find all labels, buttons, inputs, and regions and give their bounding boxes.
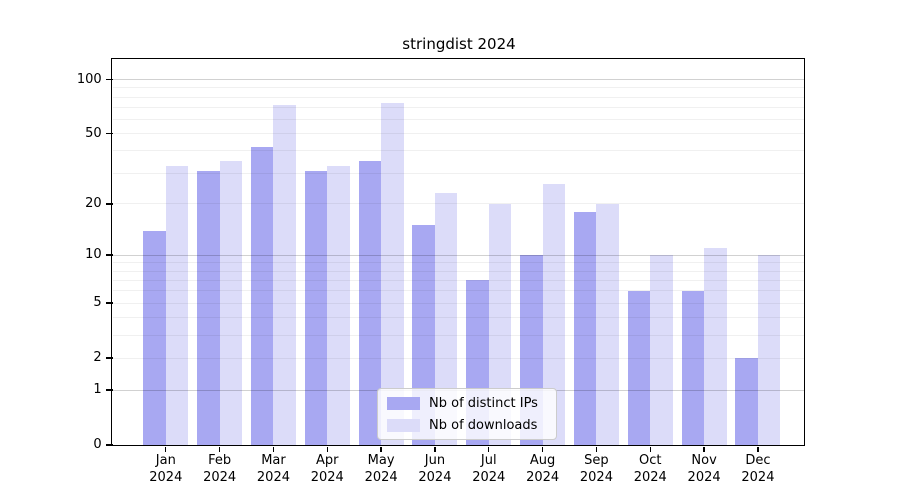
minor-gridline-9 bbox=[112, 262, 805, 264]
chart-title: stringdist 2024 bbox=[402, 35, 516, 53]
minor-gridline-70 bbox=[112, 106, 805, 108]
y-tick-2 bbox=[105, 357, 113, 359]
legend-label-downloads: Nb of downloads bbox=[429, 417, 538, 433]
bar-downloads-oct bbox=[650, 255, 673, 445]
legend-swatch-distinct-ips bbox=[387, 396, 420, 410]
minor-gridline-5 bbox=[112, 302, 805, 304]
x-tick-feb bbox=[218, 446, 221, 452]
minor-gridline-90 bbox=[112, 87, 805, 89]
minor-gridline-60 bbox=[112, 119, 805, 121]
x-tick-jul bbox=[488, 446, 490, 452]
minor-gridline-30 bbox=[112, 172, 805, 174]
bar-downloads-jul bbox=[488, 203, 512, 445]
x-tick-aug bbox=[541, 446, 544, 452]
minor-gridline-40 bbox=[112, 150, 805, 152]
y-tick-label-50: 50 bbox=[85, 125, 102, 141]
bar-distinct-ips-feb bbox=[197, 170, 220, 445]
y-tick-5 bbox=[105, 302, 113, 304]
bar-downloads-aug bbox=[542, 184, 566, 445]
major-gridline-10 bbox=[112, 254, 805, 256]
x-tick-label-nov: Nov 2024 bbox=[687, 453, 721, 485]
minor-gridline-2 bbox=[112, 357, 805, 359]
y-tick-20 bbox=[105, 203, 113, 205]
y-tick-label-5: 5 bbox=[93, 295, 102, 311]
minor-gridline-20 bbox=[112, 203, 805, 205]
minor-gridline-3 bbox=[112, 334, 805, 336]
x-tick-label-jan: Jan 2024 bbox=[149, 453, 183, 485]
x-tick-label-aug: Aug 2024 bbox=[526, 453, 560, 485]
bar-distinct-ips-dec bbox=[735, 358, 758, 445]
legend-item-distinct-ips: Nb of distinct IPs bbox=[387, 394, 556, 413]
minor-gridline-6 bbox=[112, 290, 805, 292]
x-tick-oct bbox=[649, 446, 651, 452]
x-tick-apr bbox=[326, 446, 328, 452]
x-tick-nov bbox=[703, 446, 705, 452]
minor-gridline-50 bbox=[112, 133, 805, 135]
minor-gridline-8 bbox=[112, 270, 805, 272]
y-tick-label-100: 100 bbox=[76, 71, 102, 87]
x-tick-dec bbox=[757, 446, 759, 452]
x-tick-label-feb: Feb 2024 bbox=[203, 453, 237, 485]
x-tick-label-sep: Sep 2024 bbox=[579, 453, 613, 485]
bar-distinct-ips-mar bbox=[250, 147, 274, 445]
y-tick-label-1: 1 bbox=[93, 382, 102, 398]
y-tick-10 bbox=[105, 254, 113, 256]
bar-distinct-ips-oct bbox=[627, 290, 651, 445]
bar-downloads-may bbox=[381, 103, 404, 445]
x-tick-may bbox=[380, 446, 382, 452]
x-tick-label-mar: Mar 2024 bbox=[256, 453, 290, 485]
bar-downloads-apr bbox=[327, 165, 350, 445]
bar-downloads-mar bbox=[273, 105, 296, 445]
minor-gridline-80 bbox=[112, 96, 805, 98]
x-tick-jun bbox=[434, 446, 436, 452]
y-tick-label-20: 20 bbox=[85, 195, 102, 211]
y-tick-label-10: 10 bbox=[85, 247, 102, 263]
bar-distinct-ips-apr bbox=[304, 170, 328, 445]
bar-downloads-sep bbox=[596, 203, 619, 445]
y-tick-50 bbox=[105, 132, 113, 135]
bar-distinct-ips-sep bbox=[573, 211, 597, 445]
y-tick-label-0: 0 bbox=[93, 437, 102, 452]
legend-item-downloads: Nb of downloads bbox=[387, 416, 556, 435]
bar-distinct-ips-nov bbox=[681, 290, 705, 445]
bar-distinct-ips-may bbox=[358, 161, 382, 445]
x-tick-jan bbox=[165, 446, 167, 452]
y-tick-0 bbox=[105, 444, 113, 446]
bar-downloads-feb bbox=[219, 161, 243, 445]
minor-gridline-7 bbox=[112, 279, 805, 281]
x-tick-mar bbox=[272, 446, 275, 452]
bar-downloads-nov bbox=[704, 248, 727, 445]
x-tick-label-oct: Oct 2024 bbox=[633, 453, 667, 485]
x-tick-label-jun: Jun 2024 bbox=[418, 453, 452, 485]
x-tick-label-jul: Jul 2024 bbox=[472, 453, 506, 485]
y-tick-label-2: 2 bbox=[93, 350, 102, 366]
bar-distinct-ips-jan bbox=[143, 230, 166, 445]
bar-downloads-dec bbox=[757, 255, 781, 445]
legend: Nb of distinct IPs Nb of downloads bbox=[377, 388, 557, 440]
x-tick-label-may: May 2024 bbox=[364, 453, 398, 485]
x-tick-label-apr: Apr 2024 bbox=[310, 453, 344, 485]
x-tick-sep bbox=[595, 446, 598, 452]
y-tick-100 bbox=[105, 78, 113, 81]
bar-downloads-jun bbox=[434, 193, 458, 445]
legend-label-distinct-ips: Nb of distinct IPs bbox=[429, 395, 538, 411]
x-tick-label-dec: Dec 2024 bbox=[741, 453, 775, 485]
y-tick-1 bbox=[105, 389, 113, 391]
minor-gridline-4 bbox=[112, 317, 805, 319]
bar-downloads-jan bbox=[165, 165, 189, 445]
major-gridline-100 bbox=[112, 79, 805, 81]
legend-swatch-downloads bbox=[387, 418, 420, 432]
